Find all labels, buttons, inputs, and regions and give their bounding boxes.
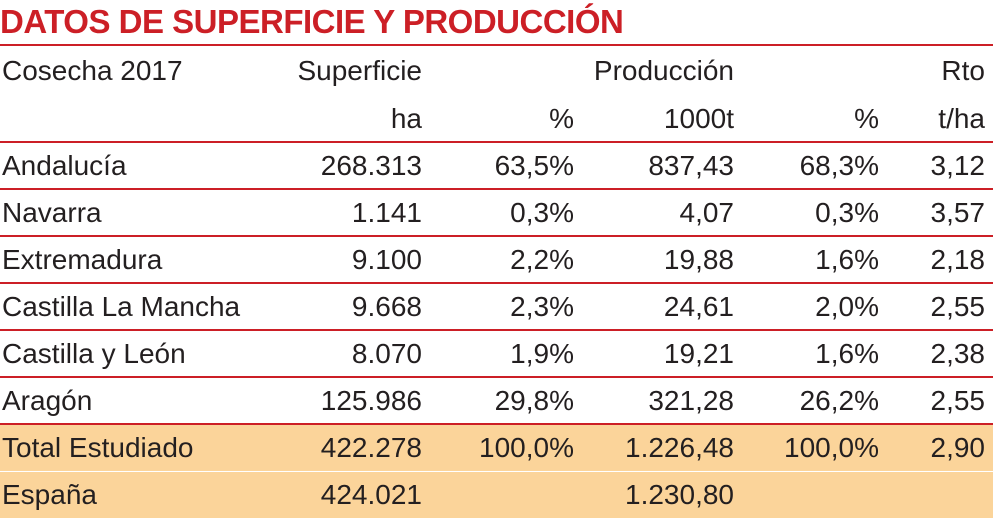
spain-surface-ha: 424.021 [270, 470, 430, 518]
table-row: Navarra 1.141 0,3% 4,07 0,3% 3,57 [0, 188, 993, 236]
yield-tha: 2,38 [887, 329, 993, 377]
header-empty [742, 44, 887, 96]
table-row: Castilla La Mancha 9.668 2,3% 24,61 2,0%… [0, 282, 993, 330]
table-row: Castilla y León 8.070 1,9% 19,21 1,6% 2,… [0, 329, 993, 377]
header-unit-percent: % [549, 102, 574, 134]
yield-tha: 2,55 [887, 282, 993, 330]
surface-ha: 8.070 [270, 329, 430, 377]
yield-tha: 3,57 [887, 188, 993, 236]
header-row-1: Cosecha 2017 Superficie Producción Rto [0, 44, 993, 96]
production-1000t: 24,61 [582, 282, 742, 330]
production-percent: 68,3% [742, 141, 887, 189]
surface-ha: 268.313 [270, 141, 430, 189]
region-name: Andalucía [0, 141, 270, 189]
production-1000t: 837,43 [582, 141, 742, 189]
total-row: Total Estudiado 422.278 100,0% 1.226,48 … [0, 423, 993, 471]
yield-tha: 2,55 [887, 376, 993, 424]
surface-percent: 63,5% [430, 141, 582, 189]
production-1000t: 19,88 [582, 235, 742, 283]
table-row: Extremadura 9.100 2,2% 19,88 1,6% 2,18 [0, 235, 993, 283]
total-label: Total Estudiado [0, 423, 270, 471]
surface-ha: 1.141 [270, 188, 430, 236]
header-surface: Superficie [270, 44, 430, 96]
header-unit-1000t: 1000t [663, 102, 734, 134]
header-yield: Rto [887, 44, 993, 96]
header-unit-percent: % [854, 102, 879, 134]
spain-yield-tha [887, 470, 993, 518]
surface-percent: 0,3% [430, 188, 582, 236]
spain-label: España [0, 470, 270, 518]
header-empty [0, 96, 270, 142]
surface-percent: 2,2% [430, 235, 582, 283]
header-harvest: Cosecha 2017 [0, 44, 270, 96]
production-percent: 0,3% [742, 188, 887, 236]
table-title: DATOS DE SUPERFICIE Y PRODUCCIÓN [0, 3, 624, 40]
production-percent: 26,2% [742, 376, 887, 424]
total-production-percent: 100,0% [742, 423, 887, 471]
region-name: Castilla y León [0, 329, 270, 377]
surface-ha: 125.986 [270, 376, 430, 424]
header-unit-tha: t/ha [938, 102, 985, 134]
surface-percent: 1,9% [430, 329, 582, 377]
total-production-1000t: 1.226,48 [582, 423, 742, 471]
surface-production-table: Cosecha 2017 Superficie Producción Rto h… [0, 44, 993, 518]
yield-tha: 2,18 [887, 235, 993, 283]
production-1000t: 321,28 [582, 376, 742, 424]
production-percent: 1,6% [742, 329, 887, 377]
header-empty [430, 44, 582, 96]
surface-ha: 9.668 [270, 282, 430, 330]
spain-production-1000t: 1.230,80 [582, 470, 742, 518]
table-row: Andalucía 268.313 63,5% 837,43 68,3% 3,1… [0, 141, 993, 189]
surface-ha: 9.100 [270, 235, 430, 283]
header-production: Producción [582, 44, 742, 96]
production-1000t: 19,21 [582, 329, 742, 377]
yield-tha: 3,12 [887, 141, 993, 189]
production-percent: 2,0% [742, 282, 887, 330]
total-surface-percent: 100,0% [430, 423, 582, 471]
header-row-2: ha % 1000t % t/ha [0, 96, 993, 142]
production-percent: 1,6% [742, 235, 887, 283]
region-name: Extremadura [0, 235, 270, 283]
surface-percent: 29,8% [430, 376, 582, 424]
region-name: Castilla La Mancha [0, 282, 270, 330]
production-1000t: 4,07 [582, 188, 742, 236]
spain-row: España 424.021 1.230,80 [0, 470, 993, 518]
header-unit-ha: ha [390, 102, 422, 134]
total-yield-tha: 2,90 [887, 423, 993, 471]
total-surface-ha: 422.278 [270, 423, 430, 471]
spain-surface-percent [430, 470, 582, 518]
spain-production-percent [742, 470, 887, 518]
surface-percent: 2,3% [430, 282, 582, 330]
region-name: Navarra [0, 188, 270, 236]
table-row: Aragón 125.986 29,8% 321,28 26,2% 2,55 [0, 376, 993, 424]
region-name: Aragón [0, 376, 270, 424]
